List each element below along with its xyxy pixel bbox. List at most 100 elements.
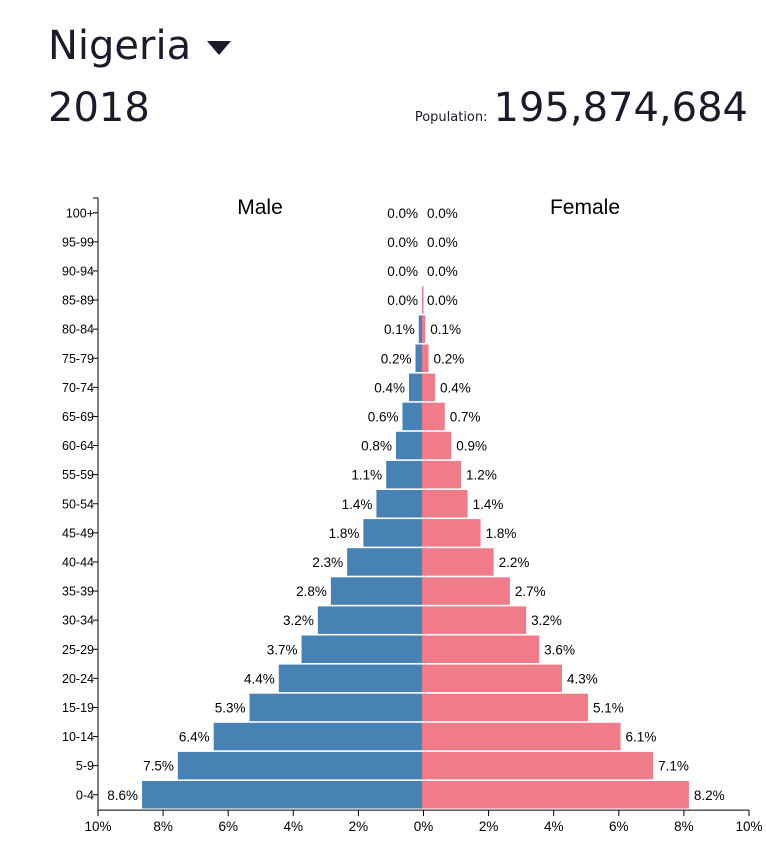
x-tick-label: 8% [674,819,694,834]
male-data-label: 6.4% [179,730,210,745]
male-bar [402,402,422,431]
female-bar [422,664,562,693]
female-bar [422,402,445,431]
y-tick-label: 35-39 [62,585,94,599]
male-bar [317,606,422,634]
x-tick-label: 10% [735,819,762,834]
female-data-label: 3.2% [531,613,562,628]
male-data-label: 5.3% [215,700,246,715]
female-data-label: 0.1% [430,322,461,337]
y-tick-label: 25-29 [62,643,94,657]
x-tick-label: 2% [349,819,369,834]
y-tick-label: 95-99 [62,235,94,249]
x-tick-label: 6% [609,819,629,834]
female-bar [422,286,424,314]
male-data-label: 0.4% [374,380,405,395]
female-data-label: 0.2% [434,351,465,366]
female-bar [422,548,494,576]
female-bar [422,460,462,489]
female-data-label: 1.2% [466,468,497,483]
male-bar [376,490,422,518]
female-bar [422,344,429,372]
male-bar [142,781,422,809]
y-tick-label: 60-64 [62,439,94,453]
female-data-label: 3.6% [544,642,575,657]
male-series-title: Male [237,196,283,219]
male-data-label: 0.8% [361,439,392,454]
country-name: Nigeria [48,23,192,69]
female-data-label: 0.0% [427,264,458,279]
country-selector[interactable]: Nigeria [48,22,232,70]
female-data-label: 8.2% [694,788,725,803]
male-bar [177,751,422,780]
female-bar [422,373,436,402]
male-data-label: 0.0% [387,293,418,308]
female-bar [422,315,426,343]
y-tick-label: 10-14 [62,730,94,744]
female-data-label: 0.0% [427,235,458,250]
y-tick-label: 80-84 [62,323,94,337]
female-bar [422,781,689,809]
female-data-label: 0.0% [427,293,458,308]
y-tick-label: 85-89 [62,294,94,308]
y-tick-label: 0-4 [76,788,94,802]
female-bar [422,577,510,605]
male-data-label: 3.7% [267,642,298,657]
y-tick-label: 90-94 [62,264,94,278]
female-bar [422,490,468,518]
female-data-label: 1.4% [473,497,504,512]
male-data-label: 0.2% [381,351,412,366]
male-bar [347,548,422,576]
male-data-label: 7.5% [143,759,174,774]
x-tick-label: 6% [218,819,238,834]
x-tick-label: 10% [84,819,111,834]
y-tick-label: 40-44 [62,555,94,569]
male-bar [330,577,422,605]
y-tick-label: 30-34 [62,614,94,628]
female-bar [422,519,481,547]
female-data-label: 0.7% [450,409,481,424]
x-tick-label: 8% [153,819,173,834]
y-tick-label: 75-79 [62,352,94,366]
male-bar [213,722,422,751]
female-bar [422,606,527,634]
female-data-label: 2.2% [499,555,530,570]
male-bar [386,460,422,489]
male-data-label: 1.8% [329,526,360,541]
x-tick-label: 4% [284,819,304,834]
female-bar [422,431,452,460]
x-tick-label: 2% [479,819,499,834]
caret-down-icon[interactable] [207,41,232,55]
male-data-label: 1.1% [351,468,382,483]
x-tick-label: 4% [544,819,564,834]
population-label: Population: [414,110,488,125]
female-bar [422,635,540,663]
male-data-label: 1.4% [342,497,373,512]
y-tick-label: 55-59 [62,468,94,482]
male-bar [278,664,422,693]
male-bar [301,635,422,663]
y-tick-label: 20-24 [62,672,94,686]
female-data-label: 1.8% [486,526,517,541]
y-tick-label: 70-74 [62,381,94,395]
male-data-label: 0.6% [368,409,399,424]
male-bar [395,431,422,460]
male-bar [418,315,422,343]
year-label: 2018 [48,85,150,131]
female-data-label: 7.1% [658,759,689,774]
population-value: 195,874,684 [493,85,748,131]
male-data-label: 0.0% [387,235,418,250]
female-bar [422,722,621,751]
population-summary: Population: 195,874,684 [415,84,748,132]
male-bar [363,519,422,547]
female-data-label: 4.3% [567,671,598,686]
male-bar [408,373,422,402]
female-data-label: 0.4% [440,380,471,395]
female-data-label: 2.7% [515,584,546,599]
male-data-label: 0.0% [387,206,418,221]
male-data-label: 2.8% [296,584,327,599]
female-data-label: 6.1% [626,730,657,745]
male-data-label: 4.4% [244,671,275,686]
female-data-label: 0.0% [427,206,458,221]
